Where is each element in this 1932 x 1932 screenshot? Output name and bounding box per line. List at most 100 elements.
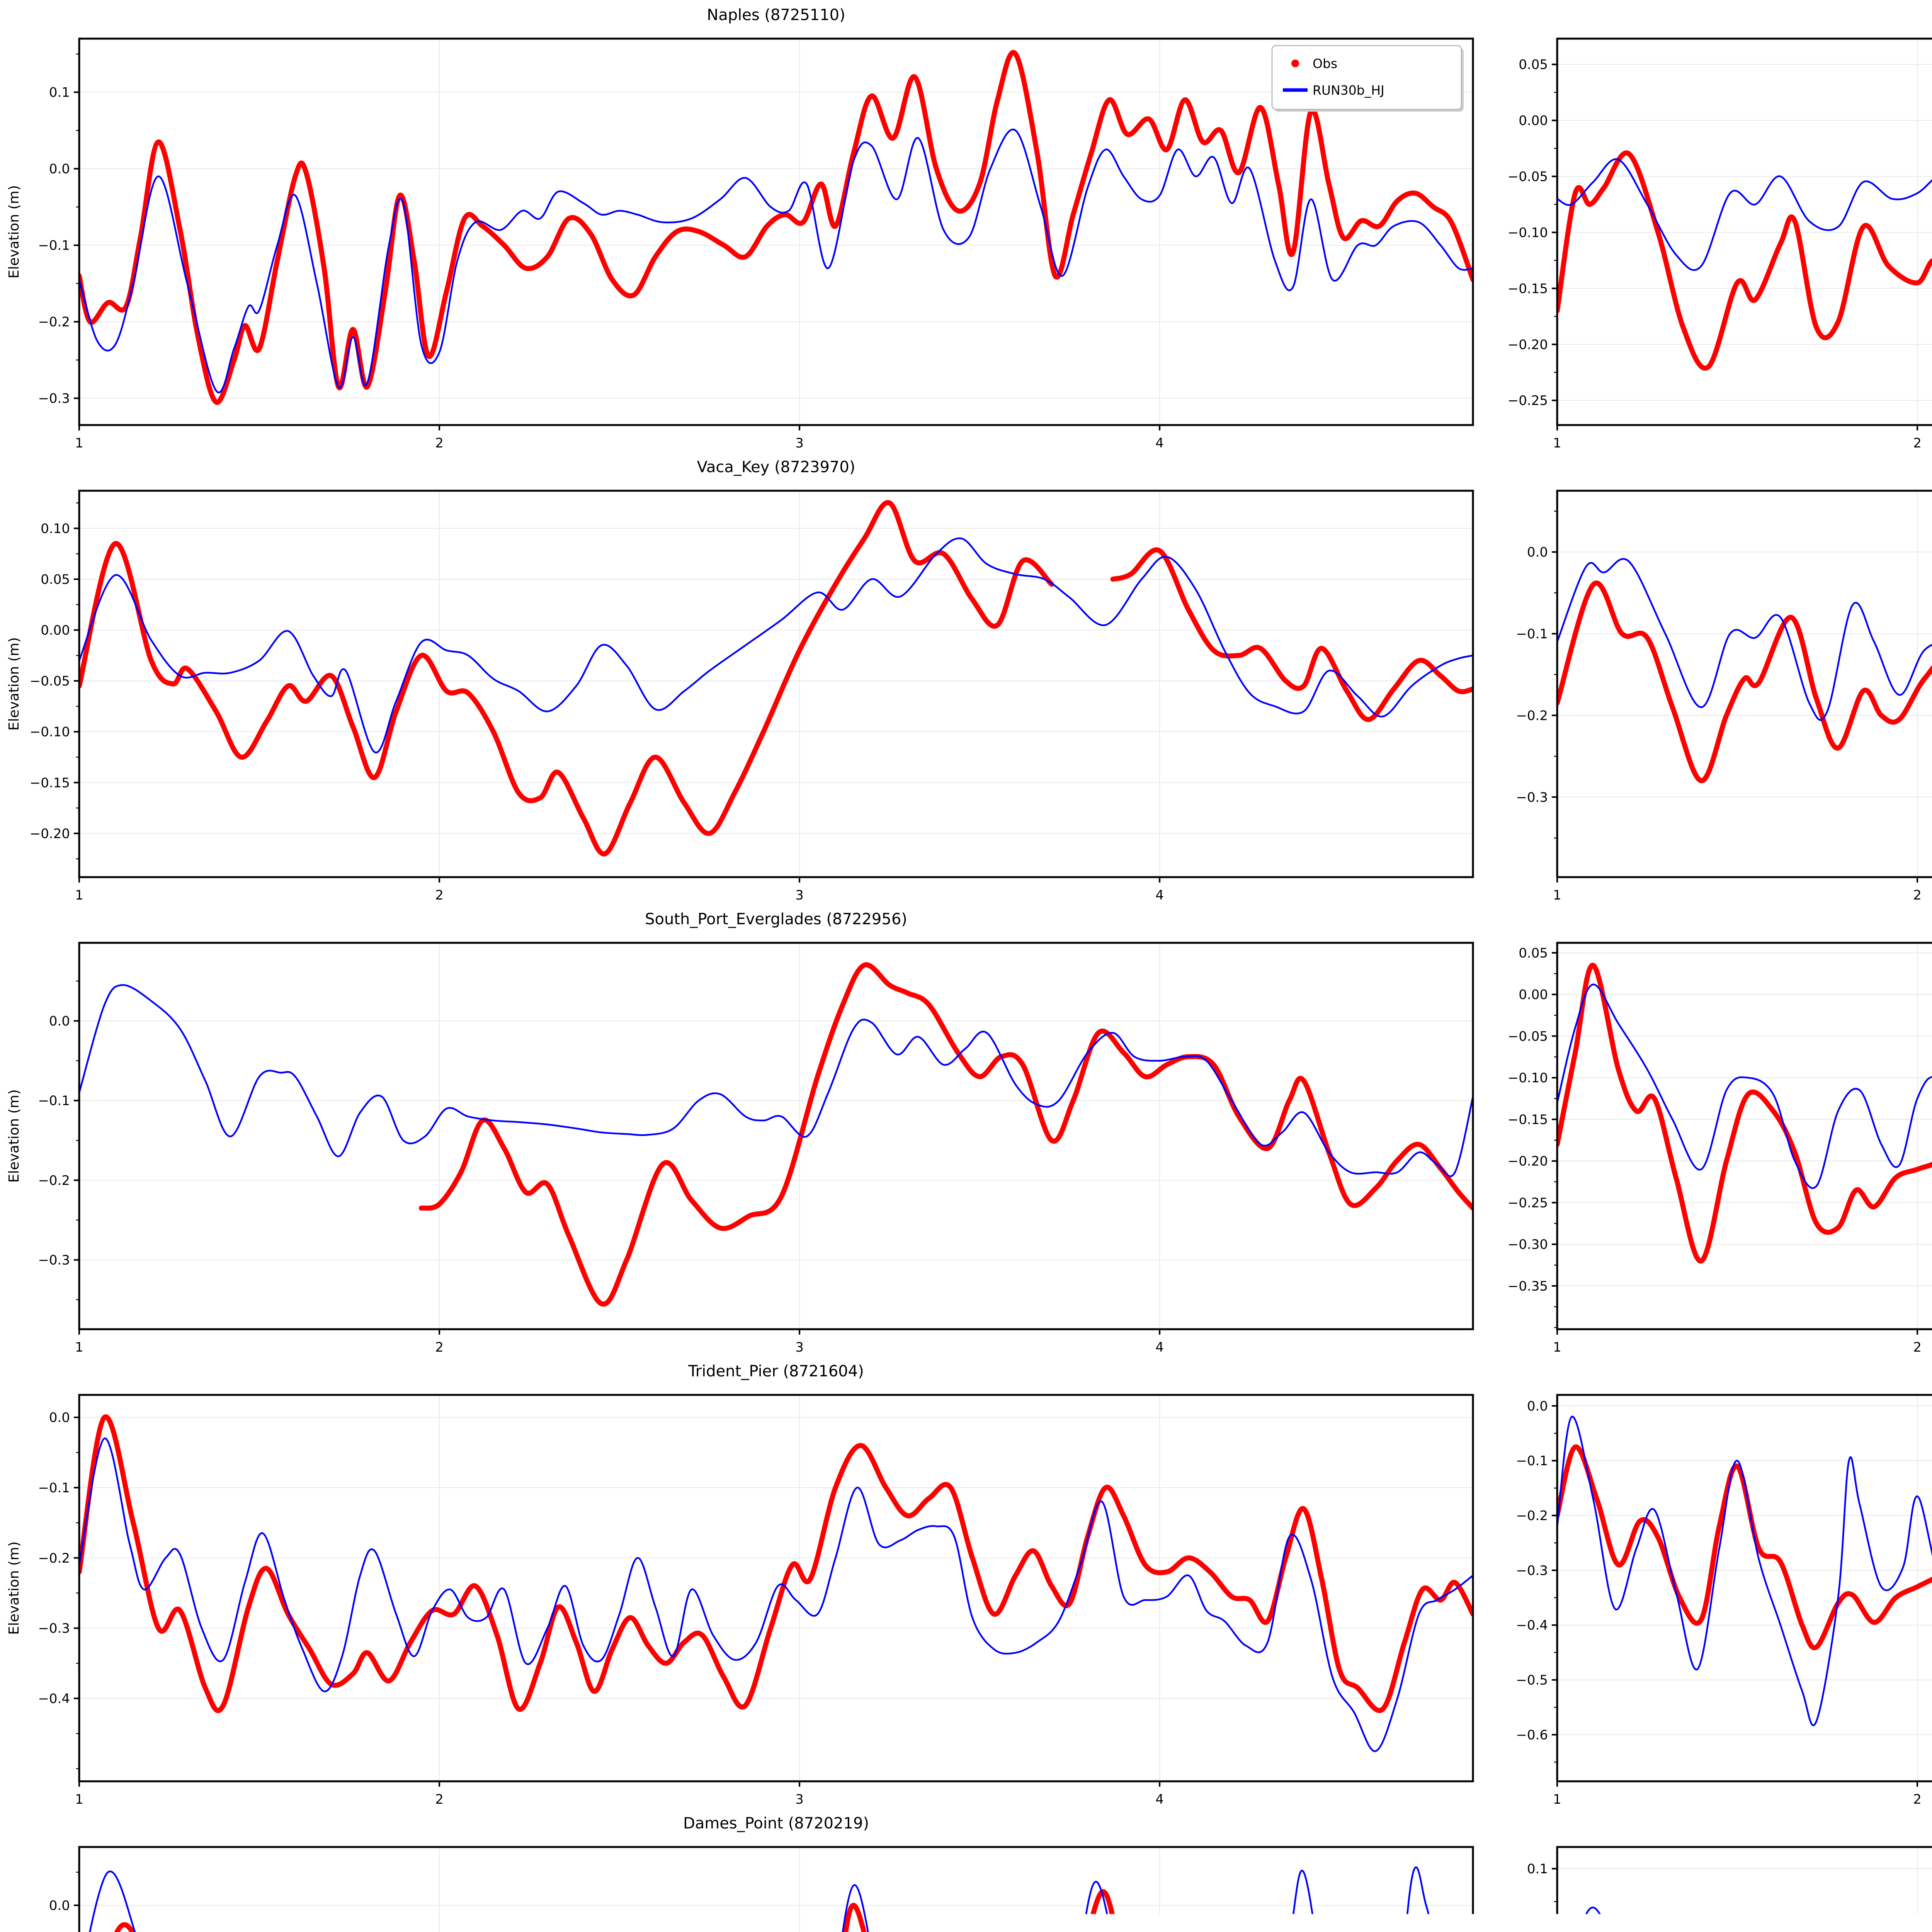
y-tick-label: 0.10 <box>41 521 70 536</box>
y-tick-label: −0.05 <box>1508 1029 1548 1044</box>
subplot-virginia-key-8723214: 0.0−0.1−0.2−0.31234Virginia_Key (8723214… <box>1478 452 1932 904</box>
y-tick-label: −0.25 <box>1508 1195 1548 1211</box>
y-tick-label: 0.00 <box>41 623 70 638</box>
y-tick-label: 0.05 <box>1519 57 1548 73</box>
y-tick-label: −0.15 <box>30 775 70 791</box>
plot-background <box>1557 1395 1932 1781</box>
x-tick-label: 3 <box>795 1340 804 1355</box>
y-tick-label: 0.0 <box>49 1898 70 1913</box>
y-tick-label: 0.0 <box>49 162 70 177</box>
y-tick-label: 0.0 <box>49 1014 70 1029</box>
x-tick-label: 2 <box>435 888 444 903</box>
y-tick-label: 0.00 <box>1519 113 1548 129</box>
legend: Obs RUN30b_HJ <box>1272 46 1464 112</box>
y-tick-label: 0.00 <box>1519 987 1548 1003</box>
plot-background <box>79 943 1473 1329</box>
subplot-key-west-8724580: 0.050.00−0.05−0.10−0.15−0.20−0.251234Key… <box>1478 0 1932 452</box>
y-tick-label: −0.2 <box>1516 708 1548 723</box>
y-tick-label: −0.15 <box>1508 281 1548 296</box>
plot-background <box>79 1847 1473 1932</box>
x-tick-label: 4 <box>1155 435 1164 451</box>
y-tick-label: 0.0 <box>1527 1398 1548 1414</box>
chart-cell-south-port-everglades-8722956: 0.0 −0.1 −0.2 −0.3 1 2 3 4 South_Port_Everglades… <box>0 904 1478 1356</box>
y-tick-label: −0.20 <box>1508 337 1548 352</box>
y-tick-label: −0.1 <box>38 1093 70 1109</box>
y-tick-label: −0.2 <box>38 1551 70 1566</box>
chart-title: Vaca_Key (8723970) <box>697 458 855 476</box>
y-tick-label: 0.1 <box>1527 1861 1548 1877</box>
y-tick-label: −0.3 <box>38 1621 70 1636</box>
x-tick-label: 1 <box>1553 1792 1561 1807</box>
y-tick-label: −0.1 <box>1516 1453 1548 1469</box>
plot-background <box>1557 39 1932 425</box>
chart-title: South_Port_Everglades (8722956) <box>645 910 907 928</box>
legend-obs-marker <box>1291 60 1299 67</box>
y-tick-label: 0.0 <box>1527 545 1548 560</box>
y-tick-label: −0.4 <box>38 1691 70 1706</box>
y-tick-label: −0.1 <box>38 238 70 253</box>
subplot-southbank-riverwalk-st-johns-river-8720226: 0.10.0−0.1−0.2−0.3−0.41234Southbank_Rive… <box>1478 1808 1932 1932</box>
x-tick-label: 2 <box>435 435 444 451</box>
y-tick-label: −0.2 <box>38 315 70 330</box>
figure-grid: 0.1 0.0 −0.1 −0.2 −0.3 1 2 3 4 Naples (8725110) El… <box>0 0 1932 1932</box>
y-tick-label: −0.05 <box>30 673 70 689</box>
subplot-mayport-bar-pilots-dock-8720218: 0.0−0.1−0.2−0.3−0.4−0.5−0.61234Mayport_B… <box>1478 1356 1932 1808</box>
x-tick-label: 1 <box>1553 435 1561 451</box>
x-tick-label: 2 <box>435 1792 444 1807</box>
y-tick-label: −0.20 <box>30 826 70 842</box>
x-tick-label: 2 <box>1913 888 1922 903</box>
x-tick-label: 1 <box>1553 1340 1561 1355</box>
y-tick-label: −0.3 <box>1516 790 1548 805</box>
y-axis-label: Elevation (m) <box>6 637 22 731</box>
y-axis-label: Elevation (m) <box>6 185 22 279</box>
chart-cell-lake-worth-pier-8722670: 0.05 0.00 −0.05 −0.10 −0.15 −0.20 −0.25 −0.30 −0… <box>1478 904 1932 1356</box>
y-tick-label: 0.05 <box>1519 946 1548 961</box>
y-tick-label: −0.2 <box>1516 1508 1548 1524</box>
x-tick-label: 1 <box>75 435 83 451</box>
subplot-vaca-key-8723970: 0.100.050.00−0.05−0.10−0.15−0.201 2 3 4Vaca… <box>0 452 1478 904</box>
chart-cell-mayport-bar-pilots-dock-8720218: 0.0−0.1−0.2−0.3−0.4−0.5−0.61234Mayport_B… <box>1478 1356 1932 1808</box>
subplot-naples-8725110: 0.1 0.0 −0.1 −0.2 −0.3 1 2 3 4 Naples (8725110) El… <box>0 0 1478 452</box>
x-tick-label: 1 <box>1553 888 1561 903</box>
x-tick-label: 4 <box>1155 888 1164 903</box>
y-tick-label: 0.0 <box>49 1410 70 1425</box>
y-tick-label: −0.5 <box>1516 1673 1548 1688</box>
chart-title: Dames_Point (8720219) <box>683 1815 869 1832</box>
y-tick-label: −0.10 <box>1508 225 1548 240</box>
subplot-trident-pier-8721604: 0.0 −0.1 −0.2 −0.3 −0.4 1 2 3 4 Trident_Pier (872… <box>0 1356 1478 1808</box>
y-tick-label: −0.25 <box>1508 393 1548 408</box>
legend-obs-label: Obs <box>1313 56 1337 71</box>
y-tick-label: −0.1 <box>1516 626 1548 642</box>
y-tick-label: −0.10 <box>30 724 70 740</box>
y-tick-label: 0.1 <box>49 85 70 100</box>
chart-title: Trident_Pier (8721604) <box>688 1362 864 1380</box>
chart-cell-virginia-key-8723214: 0.0−0.1−0.2−0.31234Virginia_Key (8723214… <box>1478 452 1932 904</box>
x-tick-label: 3 <box>795 435 804 451</box>
chart-cell-southbank-riverwalk-st-johns-river-8720226: 0.10.0−0.1−0.2−0.3−0.41234Southbank_Rive… <box>1478 1808 1932 1932</box>
y-tick-label: −0.6 <box>1516 1727 1548 1743</box>
y-tick-label: 0.05 <box>41 572 70 587</box>
y-tick-label: −0.3 <box>38 1253 70 1268</box>
legend-box <box>1272 46 1461 109</box>
y-tick-label: −0.3 <box>38 391 70 406</box>
chart-cell-trident-pier-8721604: 0.0 −0.1 −0.2 −0.3 −0.4 1 2 3 4 Trident_Pier (872… <box>0 1356 1478 1808</box>
chart-cell-naples-8725110: 0.1 0.0 −0.1 −0.2 −0.3 1 2 3 4 Naples (8725110) El… <box>0 0 1478 452</box>
x-tick-label: 1 <box>75 1792 83 1807</box>
y-tick-label: −0.2 <box>38 1173 70 1188</box>
x-tick-label: 1 <box>75 888 83 903</box>
x-tick-label: 2 <box>1913 1792 1922 1807</box>
x-tick-label: 2 <box>435 1340 444 1355</box>
chart-cell-key-west-8724580: 0.050.00−0.05−0.10−0.15−0.20−0.251234Key… <box>1478 0 1932 452</box>
subplot-dames-point-8720219: 0.0−0.1−0.2−0.3−0.41234 Dames_Point (8720… <box>0 1808 1478 1932</box>
x-tick-label: 3 <box>795 1792 804 1807</box>
chart-title: Naples (8725110) <box>707 6 845 24</box>
y-tick-label: −0.4 <box>1516 1618 1548 1633</box>
subplot-lake-worth-pier-8722670: 0.05 0.00 −0.05 −0.10 −0.15 −0.20 −0.25 −0.30 −0… <box>1478 904 1932 1356</box>
subplot-south-port-everglades-8722956: 0.0 −0.1 −0.2 −0.3 1 2 3 4 South_Port_Everglades… <box>0 904 1478 1356</box>
x-tick-label: 1 <box>75 1340 83 1355</box>
chart-cell-dames-point-8720219: 0.0−0.1−0.2−0.3−0.41234 Dames_Point (8720… <box>0 1808 1478 1932</box>
y-tick-label: −0.15 <box>1508 1112 1548 1128</box>
y-tick-label: 0.0 <box>1527 1927 1548 1932</box>
y-tick-label: −0.20 <box>1508 1154 1548 1169</box>
y-tick-label: −0.05 <box>1508 169 1548 185</box>
